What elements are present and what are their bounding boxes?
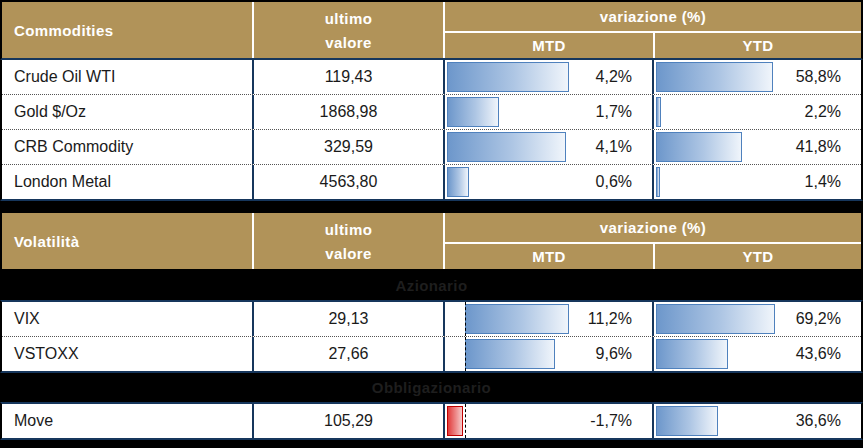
table-row: Crude Oil WTI 119,43 4,2% 58,8% bbox=[2, 60, 861, 95]
variazione-label: variazione (%) bbox=[445, 2, 861, 33]
mtd-cell: 9,6% bbox=[443, 337, 652, 371]
last-value: 105,29 bbox=[252, 404, 443, 438]
mtd-value: -1,7% bbox=[590, 412, 632, 429]
mtd-cell: 4,2% bbox=[443, 60, 652, 94]
mtd-value: 0,6% bbox=[596, 173, 632, 190]
mtd-cell: 11,2% bbox=[443, 302, 652, 336]
mtd-value: 9,6% bbox=[596, 345, 632, 362]
variazione-label: variazione (%) bbox=[445, 213, 861, 244]
last-value: 29,13 bbox=[252, 302, 443, 336]
ytd-column-header: YTD bbox=[653, 33, 861, 58]
ytd-data-bar bbox=[656, 167, 660, 197]
mtd-data-bar bbox=[447, 132, 566, 162]
mtd-cell: -1,7% bbox=[443, 404, 652, 438]
volatility-title: Volatilità bbox=[2, 213, 252, 269]
ytd-cell: 41,8% bbox=[652, 130, 861, 164]
mtd-value: 4,1% bbox=[596, 138, 632, 155]
table-row: London Metal 4563,80 0,6% 1,4% bbox=[2, 165, 861, 199]
table-row: Move 105,29 -1,7% 36,6% bbox=[2, 404, 861, 438]
mtd-value: 1,7% bbox=[596, 103, 632, 120]
mtd-ytd-header: MTD YTD bbox=[445, 33, 861, 58]
mtd-ytd-header: MTD YTD bbox=[445, 244, 861, 269]
last-value: 1868,98 bbox=[252, 95, 443, 129]
commodities-title: Commodities bbox=[2, 2, 252, 58]
ytd-value: 43,6% bbox=[796, 345, 841, 362]
mtd-column-header: MTD bbox=[445, 33, 653, 58]
last-value: 119,43 bbox=[252, 60, 443, 94]
ytd-column-header: YTD bbox=[653, 244, 861, 269]
variazione-header: variazione (%) MTD YTD bbox=[443, 213, 861, 269]
mtd-data-bar bbox=[447, 62, 569, 92]
mtd-cell: 4,1% bbox=[443, 130, 652, 164]
ytd-value: 2,2% bbox=[805, 103, 841, 120]
mtd-data-bar bbox=[447, 167, 469, 197]
ytd-data-bar bbox=[656, 304, 775, 334]
ytd-value: 36,6% bbox=[796, 412, 841, 429]
mtd-value: 4,2% bbox=[596, 68, 632, 85]
ultimo-label: ultimo bbox=[325, 221, 372, 238]
ultimo-valore-header: ultimo valore bbox=[252, 2, 443, 58]
ytd-data-bar bbox=[656, 132, 742, 162]
financial-report-page: Commodities ultimo valore variazione (%)… bbox=[0, 0, 863, 448]
commodities-header: Commodities ultimo valore variazione (%)… bbox=[0, 0, 863, 60]
valore-label: valore bbox=[325, 34, 372, 51]
ytd-cell: 58,8% bbox=[652, 60, 861, 94]
subsection-label-azionario: Azionario bbox=[0, 271, 863, 300]
instrument-name: Gold $/Oz bbox=[2, 95, 252, 129]
ultimo-valore-header: ultimo valore bbox=[252, 213, 443, 269]
instrument-name: Move bbox=[2, 404, 252, 438]
table-row: Gold $/Oz 1868,98 1,7% 2,2% bbox=[2, 95, 861, 130]
volatility-header: Volatilità ultimo valore variazione (%) … bbox=[0, 211, 863, 271]
last-value: 329,59 bbox=[252, 130, 443, 164]
table-row: VSTOXX 27,66 9,6% 43,6% bbox=[2, 337, 861, 371]
ytd-cell: 1,4% bbox=[652, 165, 861, 199]
valore-label: valore bbox=[325, 245, 372, 262]
ytd-value: 69,2% bbox=[796, 310, 841, 327]
ytd-value: 41,8% bbox=[796, 138, 841, 155]
commodities-table-body: Crude Oil WTI 119,43 4,2% 58,8% Gold $/O… bbox=[0, 60, 863, 201]
ytd-cell: 36,6% bbox=[652, 404, 861, 438]
last-value: 27,66 bbox=[252, 337, 443, 371]
table-row: CRB Commodity 329,59 4,1% 41,8% bbox=[2, 130, 861, 165]
ytd-cell: 43,6% bbox=[652, 337, 861, 371]
ultimo-label: ultimo bbox=[325, 10, 372, 27]
last-value: 4563,80 bbox=[252, 165, 443, 199]
ytd-data-bar bbox=[656, 62, 773, 92]
ytd-cell: 2,2% bbox=[652, 95, 861, 129]
mtd-value: 11,2% bbox=[588, 310, 632, 327]
mtd-data-bar bbox=[465, 304, 570, 334]
instrument-name: VIX bbox=[2, 302, 252, 336]
ytd-value: 1,4% bbox=[805, 173, 841, 190]
ytd-data-bar bbox=[656, 406, 718, 436]
volatility-equity-body: VIX 29,13 11,2% 69,2% VSTOXX 27,66 9,6% … bbox=[0, 300, 863, 373]
ytd-cell: 69,2% bbox=[652, 302, 861, 336]
subsection-label-obbligazionario: Obbligazionario bbox=[0, 373, 863, 402]
mtd-column-header: MTD bbox=[445, 244, 653, 269]
table-row: VIX 29,13 11,2% 69,2% bbox=[2, 302, 861, 337]
mtd-cell: 1,7% bbox=[443, 95, 652, 129]
section-gap bbox=[0, 201, 863, 211]
ytd-data-bar bbox=[656, 339, 728, 369]
mtd-cell: 0,6% bbox=[443, 165, 652, 199]
variazione-header: variazione (%) MTD YTD bbox=[443, 2, 861, 58]
ytd-data-bar bbox=[656, 97, 661, 127]
mtd-negative-data-bar bbox=[447, 406, 463, 436]
volatility-bond-body: Move 105,29 -1,7% 36,6% bbox=[0, 402, 863, 440]
mtd-data-bar bbox=[465, 339, 555, 369]
ytd-value: 58,8% bbox=[796, 68, 841, 85]
instrument-name: London Metal bbox=[2, 165, 252, 199]
instrument-name: CRB Commodity bbox=[2, 130, 252, 164]
instrument-name: Crude Oil WTI bbox=[2, 60, 252, 94]
instrument-name: VSTOXX bbox=[2, 337, 252, 371]
mtd-data-bar bbox=[447, 97, 499, 127]
